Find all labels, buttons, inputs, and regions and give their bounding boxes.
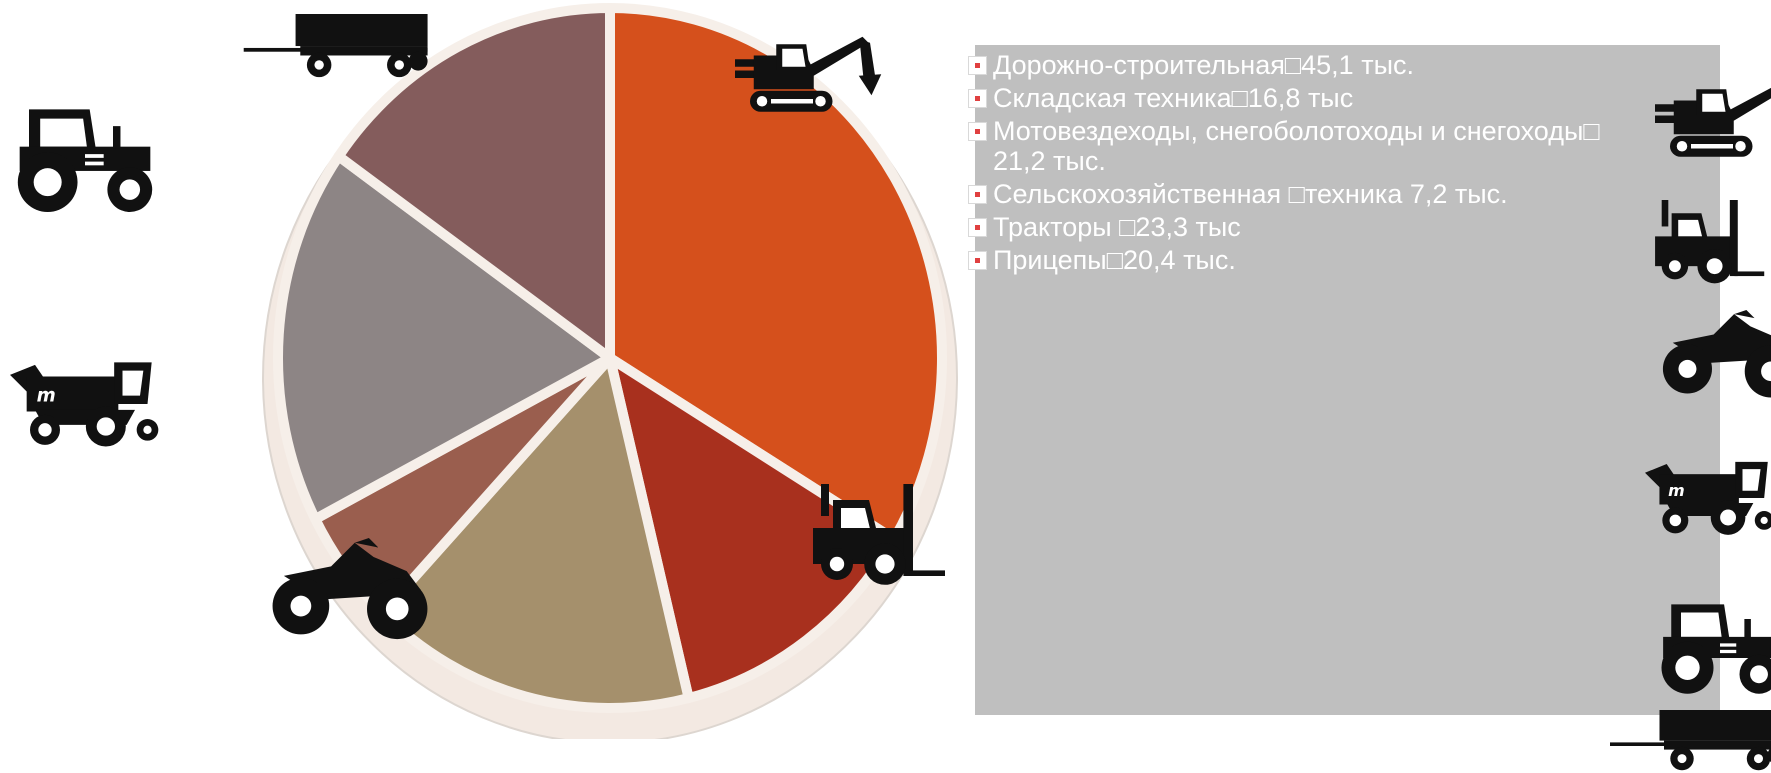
legend-label-line: Прицепы□20,4 тыс. [993,245,1236,275]
legend-panel [975,45,1720,715]
legend-item: Дорожно-строительная□45,1 тыс. [968,50,1668,80]
legend-label: Прицепы□20,4 тыс. [993,245,1236,275]
legend-label-line: 21,2 тыс. [993,146,1106,176]
tractor-icon [1655,596,1771,694]
legend-label: Тракторы □23,3 тыс [993,212,1241,242]
legend-marker [968,122,987,141]
legend-label-line: Складская техника□16,8 тыс [993,83,1354,113]
legend-label: Мотовездеходы, снегоболотоходы и снегохо… [993,116,1600,176]
legend-label-line: Мотовездеходы, снегоболотоходы и снегохо… [993,116,1600,146]
legend-label: Дорожно-строительная□45,1 тыс. [993,50,1414,80]
excavator-icon [735,35,885,121]
legend-marker [968,218,987,237]
forklift-icon [1638,200,1771,286]
legend-label: Складская техника□16,8 тыс [993,83,1353,113]
pie-slice-3 [377,353,694,713]
atv-icon [1655,310,1771,400]
legend-marker [968,251,987,270]
legend-label-line: Дорожно-строительная□45,1 тыс. [993,50,1414,80]
legend-marker [968,56,987,75]
legend-item: Складская техника□16,8 тыс [968,83,1668,113]
legend-marker [968,89,987,108]
legend-item: Сельскохозяйственная □техника 7,2 тыс. [968,179,1668,209]
legend-label: Сельскохозяйственная □техника 7,2 тыс. [993,179,1508,209]
legend-label-line: Сельскохозяйственная □техника 7,2 тыс. [993,179,1508,209]
trailer-icon [243,14,433,80]
atv-icon [265,538,435,642]
pie-slice-6 [333,3,615,363]
combine-harvester-icon [1645,458,1771,538]
legend-marker [968,185,987,204]
legend: Дорожно-строительная□45,1 тыс. Складская … [968,50,1668,278]
legend-item: Мотовездеходы, снегоболотоходы и снегохо… [968,116,1668,176]
legend-item: Тракторы □23,3 тыс [968,212,1668,242]
trailer-icon [1610,710,1771,773]
pie-slice-5 [273,151,615,525]
legend-label-line: Тракторы □23,3 тыс [993,212,1241,242]
combine-harvester-icon [10,358,160,450]
tractor-icon [10,100,160,212]
forklift-icon [792,484,962,588]
legend-item: Прицепы□20,4 тыс. [968,245,1668,275]
excavator-icon [1655,80,1771,166]
